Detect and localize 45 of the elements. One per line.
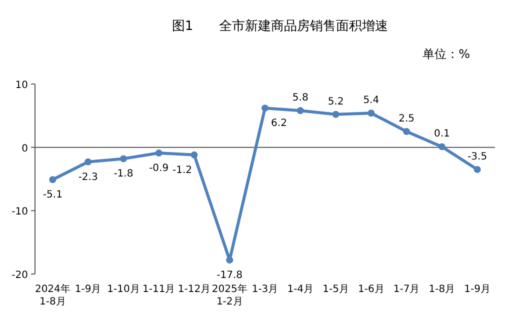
point	[332, 110, 340, 118]
x-tick-label: 1-7月	[393, 284, 420, 295]
data-label: -17.8	[216, 270, 243, 282]
data-label: -1.2	[172, 164, 192, 176]
data-label: -3.5	[468, 152, 488, 162]
data-label: 5.2	[328, 96, 344, 108]
x-tick-label: 1-6月	[358, 284, 384, 295]
data-label: -0.9	[149, 163, 169, 174]
point	[84, 158, 92, 166]
point	[155, 150, 162, 157]
point	[474, 166, 481, 173]
x-tick-label: 2024年 1-8月	[34, 283, 70, 308]
y-tick-label: -20	[12, 270, 28, 281]
point	[49, 176, 56, 184]
point	[120, 155, 127, 162]
x-tick-label: 1-8月	[428, 284, 456, 295]
x-tick-label: 2025年 1-2月	[212, 283, 248, 308]
y-tick-label: 10	[15, 80, 28, 91]
y-axis-title: 单位：%	[422, 47, 470, 61]
point	[368, 110, 375, 117]
data-label: 2.5	[398, 114, 414, 124]
point	[438, 143, 446, 150]
data-label: -5.1	[42, 190, 62, 201]
x-tick-label: 1-9月	[74, 284, 102, 295]
point	[190, 151, 198, 158]
x-tick-label: 1-10月	[107, 284, 140, 295]
x-tick-label: 1-9月	[464, 284, 490, 295]
data-label: -2.3	[78, 172, 98, 183]
y-tick-label: -10	[12, 206, 28, 218]
point	[296, 107, 304, 114]
data-label: -1.8	[114, 168, 134, 180]
point	[403, 128, 410, 135]
x-tick-label: 1-5月	[322, 284, 349, 295]
data-label: 5.4	[363, 95, 380, 106]
x-tick-label: 1-12月	[178, 284, 211, 295]
x-tick-label: 1-3月	[252, 284, 278, 295]
point	[262, 104, 268, 112]
x-tick-label: 1-4月	[287, 284, 314, 295]
point	[226, 256, 234, 264]
x-tick-label: 1-11月	[142, 284, 176, 295]
data-label: 0.1	[434, 128, 450, 140]
y-tick-label: 0	[22, 143, 28, 154]
data-label: 6.2	[271, 118, 287, 130]
data-label: 5.8	[292, 92, 308, 104]
chart-title: 图1 全市新建商品房销售面积增速	[172, 18, 388, 34]
